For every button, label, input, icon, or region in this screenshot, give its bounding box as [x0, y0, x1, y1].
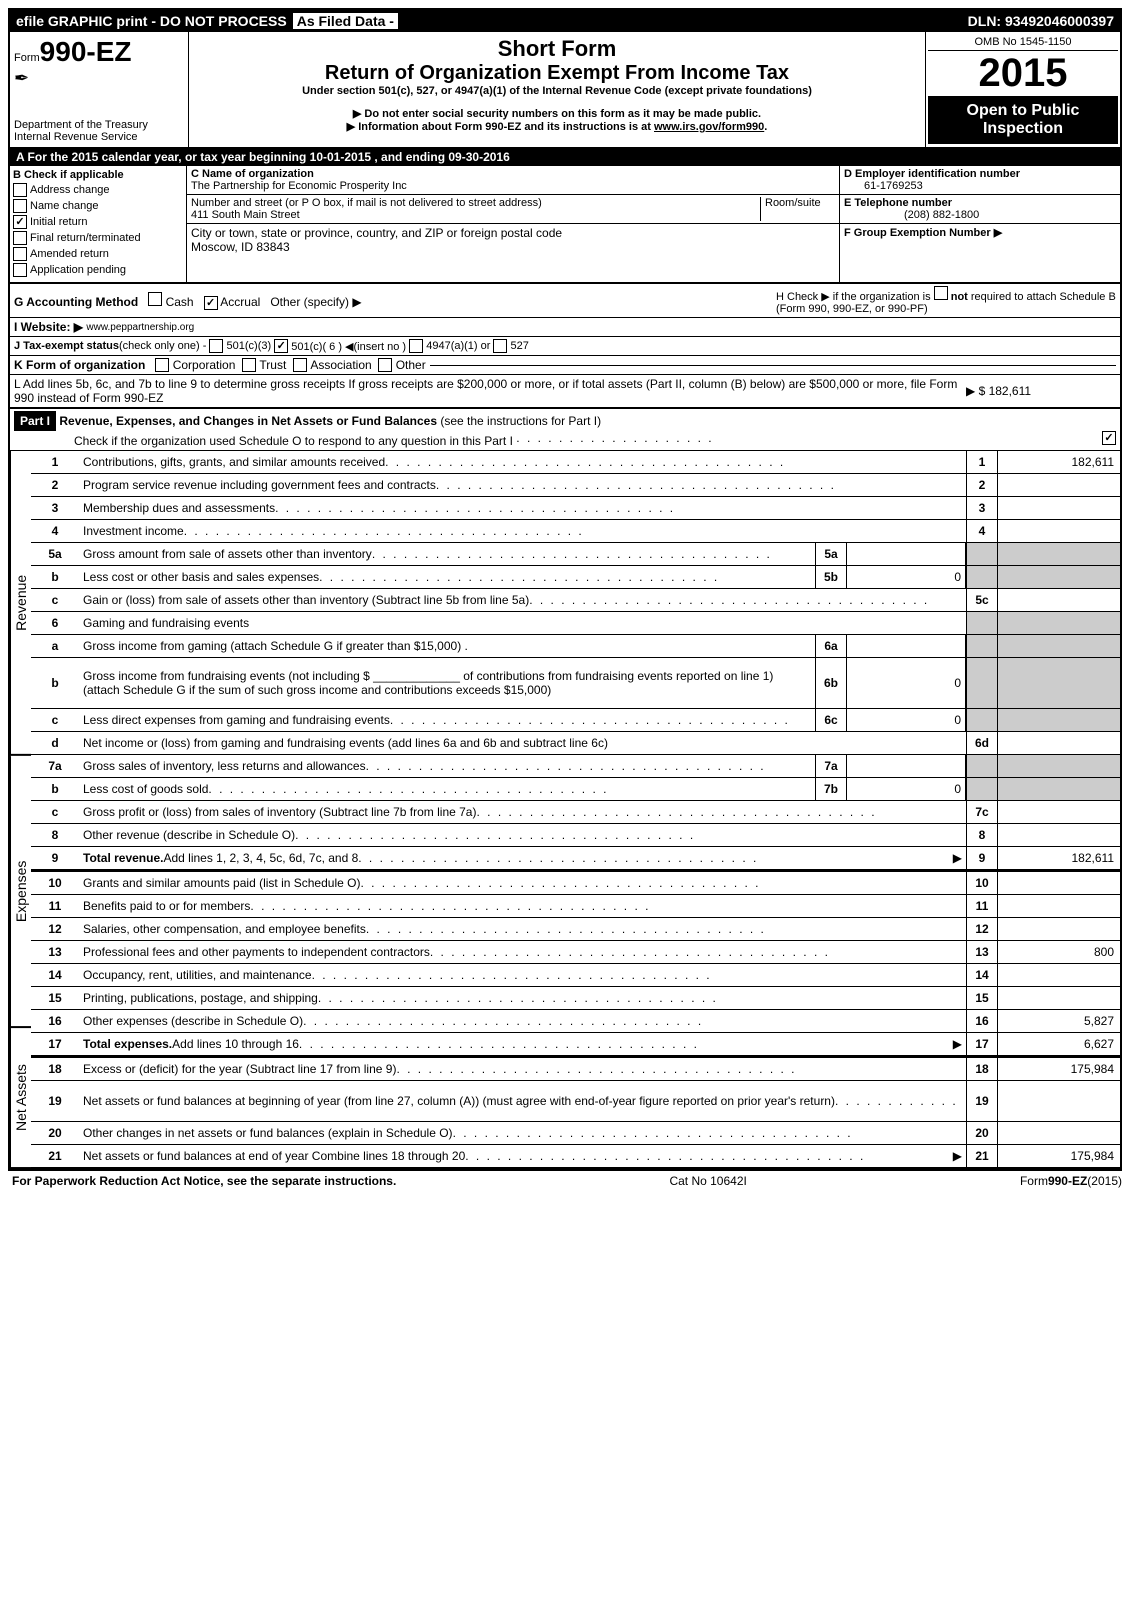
- cb-amended[interactable]: [13, 247, 27, 261]
- cb-501c3[interactable]: [209, 339, 223, 353]
- sections-bcd: B Check if applicable Address change Nam…: [10, 166, 1120, 283]
- cb-final[interactable]: [13, 231, 27, 245]
- part1-header: Part I Revenue, Expenses, and Changes in…: [10, 407, 1120, 451]
- cb-501c[interactable]: ✓: [274, 339, 288, 353]
- section-c: C Name of organizationThe Partnership fo…: [187, 166, 840, 282]
- form-990ez: efile GRAPHIC print - DO NOT PROCESS As …: [8, 8, 1122, 1171]
- short-form-label: Short Form: [193, 36, 921, 62]
- footer-left: For Paperwork Reduction Act Notice, see …: [12, 1174, 396, 1188]
- cb-527[interactable]: [493, 339, 507, 353]
- cb-other[interactable]: [378, 358, 392, 372]
- vlabel-netassets: Net Assets: [10, 1028, 31, 1169]
- footer-right: Form990-EZ(2015): [1020, 1174, 1122, 1188]
- dept-label: Department of the Treasury: [14, 119, 184, 131]
- cb-name[interactable]: [13, 199, 27, 213]
- top-bar: efile GRAPHIC print - DO NOT PROCESS As …: [10, 10, 1120, 32]
- cb-address[interactable]: [13, 183, 27, 197]
- subtitle: Under section 501(c), 527, or 4947(a)(1)…: [193, 85, 921, 97]
- ein-value: 61-1769253: [844, 180, 923, 192]
- cb-pending[interactable]: [13, 263, 27, 277]
- omb-label: OMB No 1545-1150: [928, 34, 1118, 51]
- website-value: www.peppartnership.org: [86, 322, 194, 333]
- note2: ▶ Information about Form 990-EZ and its …: [193, 120, 921, 133]
- org-name: The Partnership for Economic Prosperity …: [191, 180, 407, 192]
- footer-mid: Cat No 10642I: [669, 1174, 746, 1188]
- form-prefix: Form: [14, 52, 40, 64]
- cb-initial[interactable]: ✓: [13, 215, 27, 229]
- cb-4947[interactable]: [409, 339, 423, 353]
- note1: ▶ Do not enter social security numbers o…: [193, 107, 921, 120]
- section-d: D Employer identification number61-17692…: [840, 166, 1120, 282]
- return-title: Return of Organization Exempt From Incom…: [193, 62, 921, 85]
- vlabel-revenue: Revenue: [10, 451, 31, 756]
- section-b: B Check if applicable Address change Nam…: [10, 166, 187, 282]
- org-city: Moscow, ID 83843: [191, 240, 290, 254]
- irs-link[interactable]: www.irs.gov/form990: [654, 121, 764, 133]
- dln-label: DLN: 93492046000397: [968, 13, 1114, 29]
- cb-scheduleb[interactable]: [934, 286, 948, 300]
- cb-corp[interactable]: [155, 358, 169, 372]
- vlabel-expenses: Expenses: [10, 756, 31, 1028]
- org-address: 411 South Main Street: [191, 209, 300, 221]
- irs-label: Internal Revenue Service: [14, 131, 184, 143]
- asfiled-label: As Filed Data -: [293, 13, 398, 29]
- form-number: 990-EZ: [40, 36, 132, 67]
- header: Form990-EZ ✒ Department of the Treasury …: [10, 32, 1120, 148]
- cb-scheduleo[interactable]: ✓: [1102, 431, 1116, 445]
- gross-receipts: ▶ $ 182,611: [966, 384, 1116, 398]
- section-a: A For the 2015 calendar year, or tax yea…: [10, 148, 1120, 166]
- cb-cash[interactable]: [148, 292, 162, 306]
- phone-value: (208) 882-1800: [844, 209, 979, 221]
- section-b-label: B Check if applicable: [13, 169, 183, 181]
- cb-assoc[interactable]: [293, 358, 307, 372]
- cb-accrual[interactable]: ✓: [204, 296, 218, 310]
- tax-year: 2015: [928, 51, 1118, 96]
- efile-label: efile GRAPHIC print - DO NOT PROCESS: [16, 13, 287, 29]
- cb-trust[interactable]: [242, 358, 256, 372]
- open-public-label: Open to Public Inspection: [928, 96, 1118, 144]
